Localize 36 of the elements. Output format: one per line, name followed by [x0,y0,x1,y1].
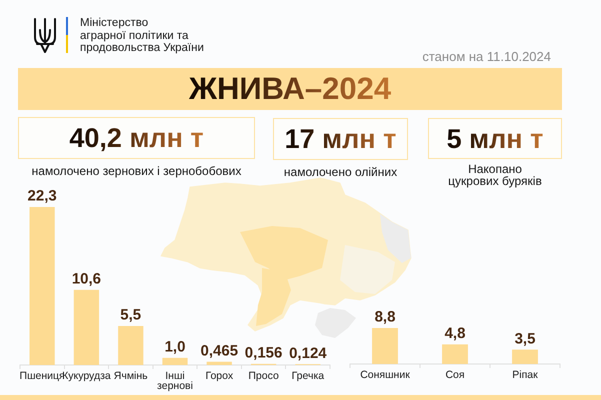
x-tick-label: Гречка [292,370,324,382]
x-tick-label: Кукурудза [62,370,111,382]
data-label: 1,0 [164,338,186,356]
x-tick-label: Інші зернові [157,370,193,392]
bar [162,358,188,365]
text: Накопано цукрових буряків [447,162,543,188]
data-label: 22,3 [28,188,57,205]
data-label: 0,124 [289,344,328,362]
data-label: 0,465 [200,342,238,360]
chart-title: 40,2 млн т [69,118,204,158]
summary-card: 5 млн т [428,118,562,159]
bar [118,326,144,365]
bar [30,207,55,365]
bar [74,290,100,365]
data-label: 0,156 [244,344,282,362]
summary-card: 40,2 млн т [18,117,255,159]
data-label: 8,8 [374,308,396,326]
title-banner: ЖНИВА–2024 [18,68,562,110]
bar [206,362,232,365]
x-tick-label: Ячмінь [114,370,148,382]
data-label: 3,5 [514,330,536,348]
chart-subtitle: намолочено зернових і зернобобових [30,164,242,178]
text: Міністерство аграрної політики та продовольства України [80,17,204,54]
data-label: 5,5 [120,306,142,324]
x-tick-label: Пшениця [20,370,65,382]
x-tick-label: Соняшник [360,368,410,381]
x-tick-label: Горох [205,370,234,382]
x-tick-label: Ріпак [512,368,538,381]
x-tick-label: Соя [445,368,465,381]
chart-subtitle: намолочено олійних [284,165,398,179]
summary-card: 17 млн т [273,118,408,160]
data-label: 4,8 [444,325,466,342]
x-tick-label: Просо [248,370,279,382]
data-label: 10,6 [72,270,102,288]
text: станом на 11.10.2024 [422,49,551,64]
chart-title: 17 млн т [284,119,396,159]
